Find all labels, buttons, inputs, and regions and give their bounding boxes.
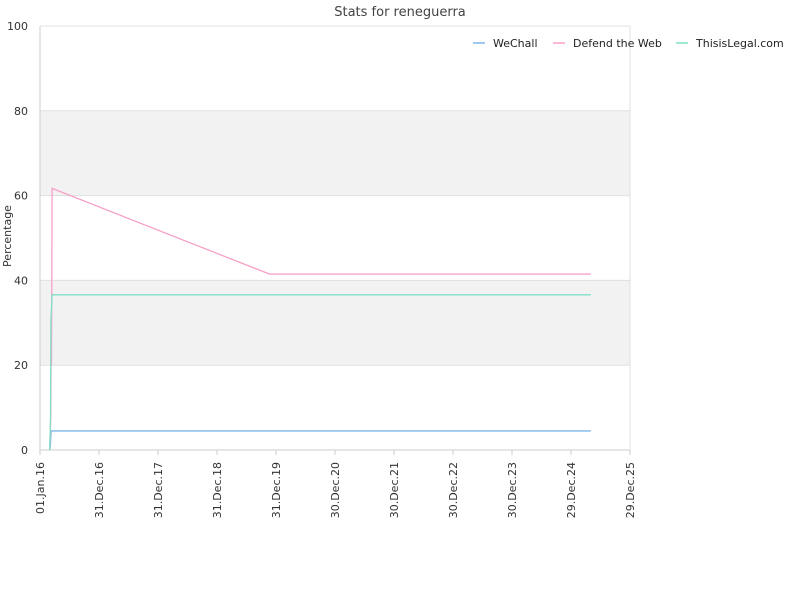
x-tick-label: 30.Dec.20 [329, 462, 342, 518]
series-line [49, 430, 591, 451]
x-tick-label: 31.Dec.19 [270, 462, 283, 518]
x-tick-label: 30.Dec.23 [506, 462, 519, 518]
x-tick-label: 31.Dec.16 [93, 462, 106, 518]
x-tick-label: 31.Dec.18 [211, 462, 224, 518]
y-tick-labels: 0 20 40 60 80 100 [7, 20, 28, 457]
legend-item[interactable]: WeChall [473, 37, 538, 50]
legend-item[interactable]: Defend the Web [553, 37, 662, 50]
x-tick-label: 31.Dec.17 [152, 462, 165, 518]
x-tick-label: 30.Dec.22 [447, 462, 460, 518]
y-tick-label: 0 [21, 444, 28, 457]
y-tick-label: 80 [14, 105, 28, 118]
x-tick-label: 29.Dec.25 [624, 462, 637, 518]
plot-band [40, 110, 630, 196]
axes [39, 26, 631, 455]
x-tick-labels: 01.Jan.16 31.Dec.16 31.Dec.17 31.Dec.18 31.D… [34, 462, 637, 518]
plot-band [40, 280, 630, 366]
chart-title: Stats for reneguerra [334, 5, 466, 20]
y-tick-label: 60 [14, 190, 28, 203]
x-tick-label: 29.Dec.24 [565, 462, 578, 518]
legend[interactable]: WeChall Defend the Web ThisisLegal.com [473, 37, 784, 50]
grid-lines [40, 25, 631, 451]
legend-label: WeChall [493, 37, 538, 50]
plot-bands [40, 110, 630, 366]
y-tick-label: 100 [7, 20, 28, 33]
legend-item[interactable]: ThisisLegal.com [676, 37, 784, 50]
series-lines [49, 187, 591, 451]
y-tick-label: 40 [14, 274, 28, 287]
x-tick-label: 30.Dec.21 [388, 462, 401, 518]
y-axis-title: Percentage [1, 205, 14, 267]
y-tick-label: 20 [14, 359, 28, 372]
legend-label: ThisisLegal.com [695, 37, 784, 50]
x-tick-label: 01.Jan.16 [34, 462, 47, 514]
legend-label: Defend the Web [573, 37, 662, 50]
series-line [49, 294, 591, 451]
